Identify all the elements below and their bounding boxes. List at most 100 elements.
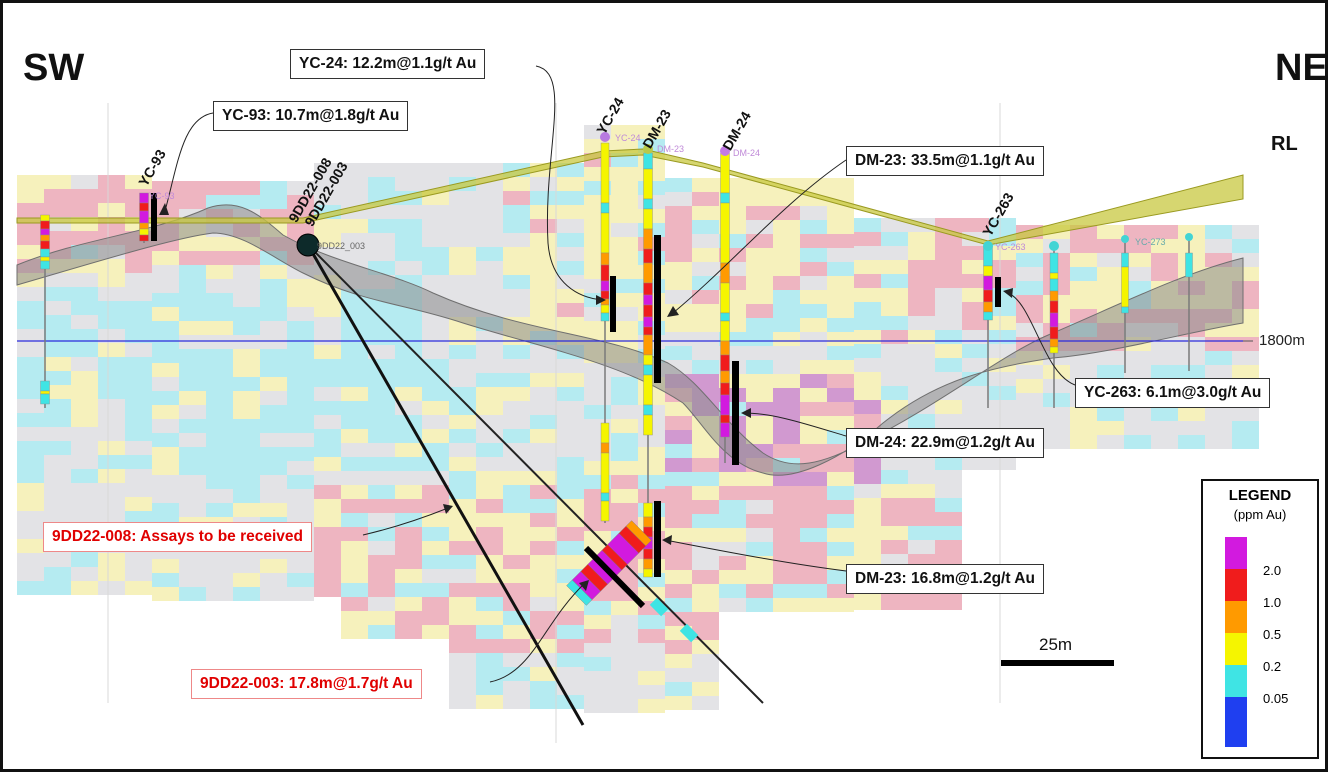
block-cell [665, 444, 692, 458]
block-cell [611, 279, 638, 293]
block-cell [476, 443, 503, 457]
block-cell [692, 584, 719, 598]
block-cell [611, 181, 638, 195]
block-cell [1016, 281, 1043, 295]
block-cell [530, 625, 557, 639]
block-cell [260, 265, 287, 279]
block-cell [665, 220, 692, 234]
block-cell [692, 514, 719, 528]
block-cell [260, 349, 287, 363]
block-cell [746, 332, 773, 346]
block-cell [314, 303, 341, 317]
collar-ball [1185, 233, 1193, 241]
block-cell [1124, 365, 1151, 379]
block-cell [881, 274, 908, 288]
block-cell [125, 553, 152, 567]
direction-ne: NE [1275, 47, 1328, 89]
block-cell [719, 500, 746, 514]
block-cell [125, 427, 152, 441]
block-cell [179, 573, 206, 587]
assay-segment [600, 500, 610, 522]
block-cell [962, 274, 989, 288]
block-cell [260, 405, 287, 419]
block-cell [1070, 407, 1097, 421]
block-cell [260, 419, 287, 433]
block-cell [935, 316, 962, 330]
block-cell [1043, 379, 1070, 393]
block-cell [530, 275, 557, 289]
block-cell [584, 391, 611, 405]
block-cell [881, 232, 908, 246]
assay-segment [643, 282, 653, 296]
block-cell [557, 471, 584, 485]
block-cell [1043, 421, 1070, 435]
block-cell [476, 471, 503, 485]
block-cell [719, 556, 746, 570]
block-cell [314, 359, 341, 373]
block-cell [800, 290, 827, 304]
block-cell [773, 556, 800, 570]
block-cell [233, 181, 260, 195]
block-cell [962, 344, 989, 358]
block-cell [476, 527, 503, 541]
block-cell [665, 178, 692, 192]
block-cell [665, 318, 692, 332]
block-cell [503, 219, 530, 233]
assay-segment [40, 220, 50, 230]
block-cell [827, 472, 854, 486]
block-cell [935, 596, 962, 610]
block-cell [530, 415, 557, 429]
block-cell [260, 503, 287, 517]
assay-segment [1185, 252, 1193, 278]
assay-segment [720, 340, 730, 356]
block-cell [368, 513, 395, 527]
block-cell [179, 461, 206, 475]
block-cell [125, 581, 152, 595]
block-cell [800, 206, 827, 220]
block-cell [71, 581, 98, 595]
leader-lines [164, 65, 1076, 683]
arrowhead [443, 504, 453, 514]
block-cell [719, 472, 746, 486]
block-cell [503, 345, 530, 359]
block-cell [314, 513, 341, 527]
block-cell [935, 358, 962, 372]
block-cell [17, 301, 44, 315]
block-cell [17, 315, 44, 329]
block-cell [638, 125, 665, 139]
block-cell [854, 372, 881, 386]
block-cell [314, 401, 341, 415]
block-cell [557, 205, 584, 219]
block-cell [665, 528, 692, 542]
block-cell [314, 177, 341, 191]
block-cell [800, 262, 827, 276]
intercept-bar [610, 276, 616, 332]
block-cell [773, 374, 800, 388]
block-cell [746, 388, 773, 402]
block-cell [800, 346, 827, 360]
block-cell [233, 293, 260, 307]
block-cell [881, 512, 908, 526]
block-cell [17, 357, 44, 371]
block-cell [1151, 421, 1178, 435]
block-cell [854, 218, 881, 232]
block-cell [368, 443, 395, 457]
assay-segment [600, 422, 610, 444]
block-cell [152, 405, 179, 419]
block-cell [44, 413, 71, 427]
assay-segment [1049, 326, 1059, 340]
block-cell [476, 457, 503, 471]
block-cell [44, 301, 71, 315]
block-cell [1232, 407, 1259, 421]
block-cell [125, 483, 152, 497]
block-cell [233, 349, 260, 363]
block-cell [98, 301, 125, 315]
block-cell [638, 447, 665, 461]
block-cell [503, 233, 530, 247]
block-cell [692, 360, 719, 374]
block-cell [557, 261, 584, 275]
block-cell [341, 611, 368, 625]
block-cell [503, 695, 530, 709]
block-cell [152, 363, 179, 377]
block-cell [422, 541, 449, 555]
